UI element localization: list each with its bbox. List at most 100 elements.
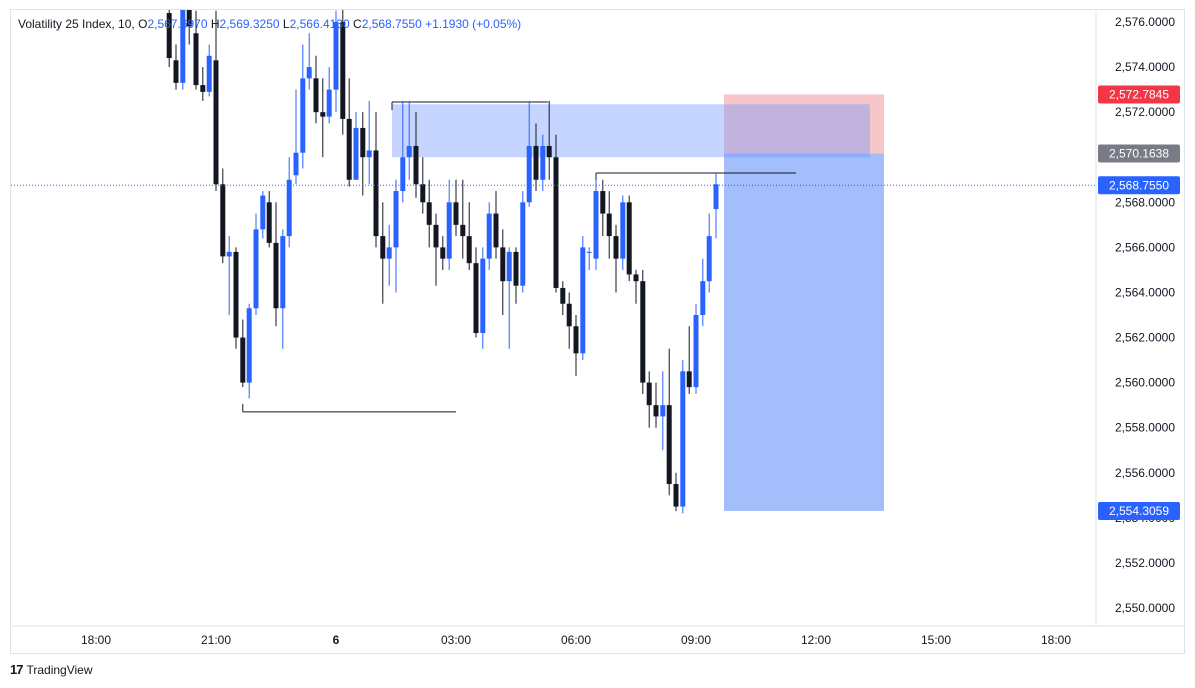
x-axis: 18:00 21:00 6 03:00 06:00 09:00 12:00 15:00 18:0…: [11, 625, 1184, 647]
candle-body: [546, 145, 552, 158]
price-labels: 2,572.7845 2,570.1638 2,568.7550 2,554.3059: [1098, 85, 1180, 520]
candle-body: [533, 145, 539, 180]
candles: [166, 10, 719, 514]
candle-body: [620, 202, 626, 259]
candle-body: [486, 213, 492, 259]
x-tick-label: 18:00: [81, 633, 111, 647]
candle-body: [300, 78, 306, 153]
candle-body: [586, 251, 592, 253]
x-tick-label: 03:00: [441, 633, 471, 647]
x-tick-label: 6: [333, 633, 340, 647]
drawing-zones: [392, 94, 884, 511]
candle-body: [713, 184, 719, 210]
candle-body: [200, 85, 206, 92]
candle-body: [366, 150, 372, 158]
price-label: 2,554.3059: [1109, 504, 1169, 518]
candle-body: [693, 315, 699, 388]
tradingview-logo-icon: 17: [10, 662, 24, 677]
candle-body: [466, 236, 472, 264]
candle-body: [326, 89, 332, 117]
candle-body: [260, 195, 266, 230]
candle-body: [206, 55, 212, 92]
symbol-name[interactable]: Volatility 25 Index, 10,: [18, 17, 135, 31]
candle-body: [673, 484, 679, 507]
x-tick-label: 12:00: [801, 633, 831, 647]
y-tick-label: 2,558.0000: [1115, 421, 1175, 435]
price-label-box: [1098, 85, 1180, 104]
candle-body: [360, 127, 366, 158]
close-label: C: [353, 17, 362, 31]
candle-body: [646, 382, 652, 406]
price-label-box: [1098, 501, 1180, 520]
candle-body: [186, 10, 192, 27]
price-label-box: [1098, 176, 1180, 195]
candle-body: [293, 152, 299, 176]
high-value: 2,569.3250: [219, 17, 280, 31]
price-label-box: [1098, 144, 1180, 163]
y-tick-label: 2,562.0000: [1115, 331, 1175, 345]
target-zone: [724, 153, 884, 511]
y-tick-label: 2,556.0000: [1115, 466, 1175, 480]
candle-body: [166, 12, 172, 59]
low-value: 2,566.4130: [289, 17, 350, 31]
x-tick-label: 09:00: [681, 633, 711, 647]
candle-body: [626, 202, 632, 275]
candle-body: [220, 184, 226, 257]
candle-body: [460, 224, 466, 237]
candle-body: [553, 157, 559, 288]
candle-body: [653, 405, 659, 417]
candle-body: [446, 202, 452, 259]
candle-body: [566, 303, 572, 327]
candle-body: [680, 371, 686, 507]
candle-body: [426, 202, 432, 225]
candle-body: [706, 236, 712, 282]
candle-body: [373, 150, 379, 237]
candle-body: [406, 145, 412, 158]
candle-body: [346, 118, 352, 180]
candle-body: [660, 405, 666, 417]
candle-body: [413, 145, 419, 185]
candle-body: [600, 191, 606, 214]
candle-body: [440, 247, 446, 259]
candle-body: [613, 236, 619, 259]
candle-body: [173, 60, 179, 83]
candle-body: [506, 251, 512, 282]
candle-body: [513, 251, 519, 286]
candle-body: [380, 236, 386, 259]
candle-body: [453, 202, 459, 225]
symbol-legend: Volatility 25 Index, 10, O2,567.6970 H2,…: [18, 17, 521, 31]
candle-body: [593, 191, 599, 259]
candle-body: [493, 213, 499, 248]
candle-body: [420, 184, 426, 203]
candle-body: [353, 127, 359, 180]
high-label: H: [210, 17, 220, 31]
y-tick-label: 2,572.0000: [1115, 105, 1175, 119]
price-label: 2,568.7550: [1109, 178, 1169, 192]
x-tick-label: 21:00: [201, 633, 231, 647]
candle-body: [400, 157, 406, 192]
candle-body: [280, 236, 286, 309]
candle-body: [526, 145, 532, 203]
open-label: O: [138, 17, 148, 31]
candle-body: [253, 229, 259, 309]
candle-body: [333, 22, 339, 90]
chart-frame: [10, 9, 1185, 654]
tradingview-footer[interactable]: 17 TradingView: [10, 662, 93, 677]
candle-body: [233, 251, 239, 338]
price-label: 2,572.7845: [1109, 87, 1169, 101]
candle-body: [246, 308, 252, 383]
candle-body: [240, 337, 246, 383]
candle-body: [213, 60, 219, 185]
candle-body: [686, 371, 692, 388]
candle-body: [540, 145, 546, 180]
price-label: 2,570.1638: [1109, 147, 1169, 161]
candle-body: [606, 213, 612, 237]
candle-body: [286, 179, 292, 237]
candle-body: [520, 202, 526, 286]
x-tick-label: 18:00: [1041, 633, 1071, 647]
candle-body: [386, 247, 392, 259]
close-value: 2,568.7550: [361, 17, 422, 31]
y-tick-label: 2,566.0000: [1115, 240, 1175, 254]
candle-body: [306, 67, 312, 79]
